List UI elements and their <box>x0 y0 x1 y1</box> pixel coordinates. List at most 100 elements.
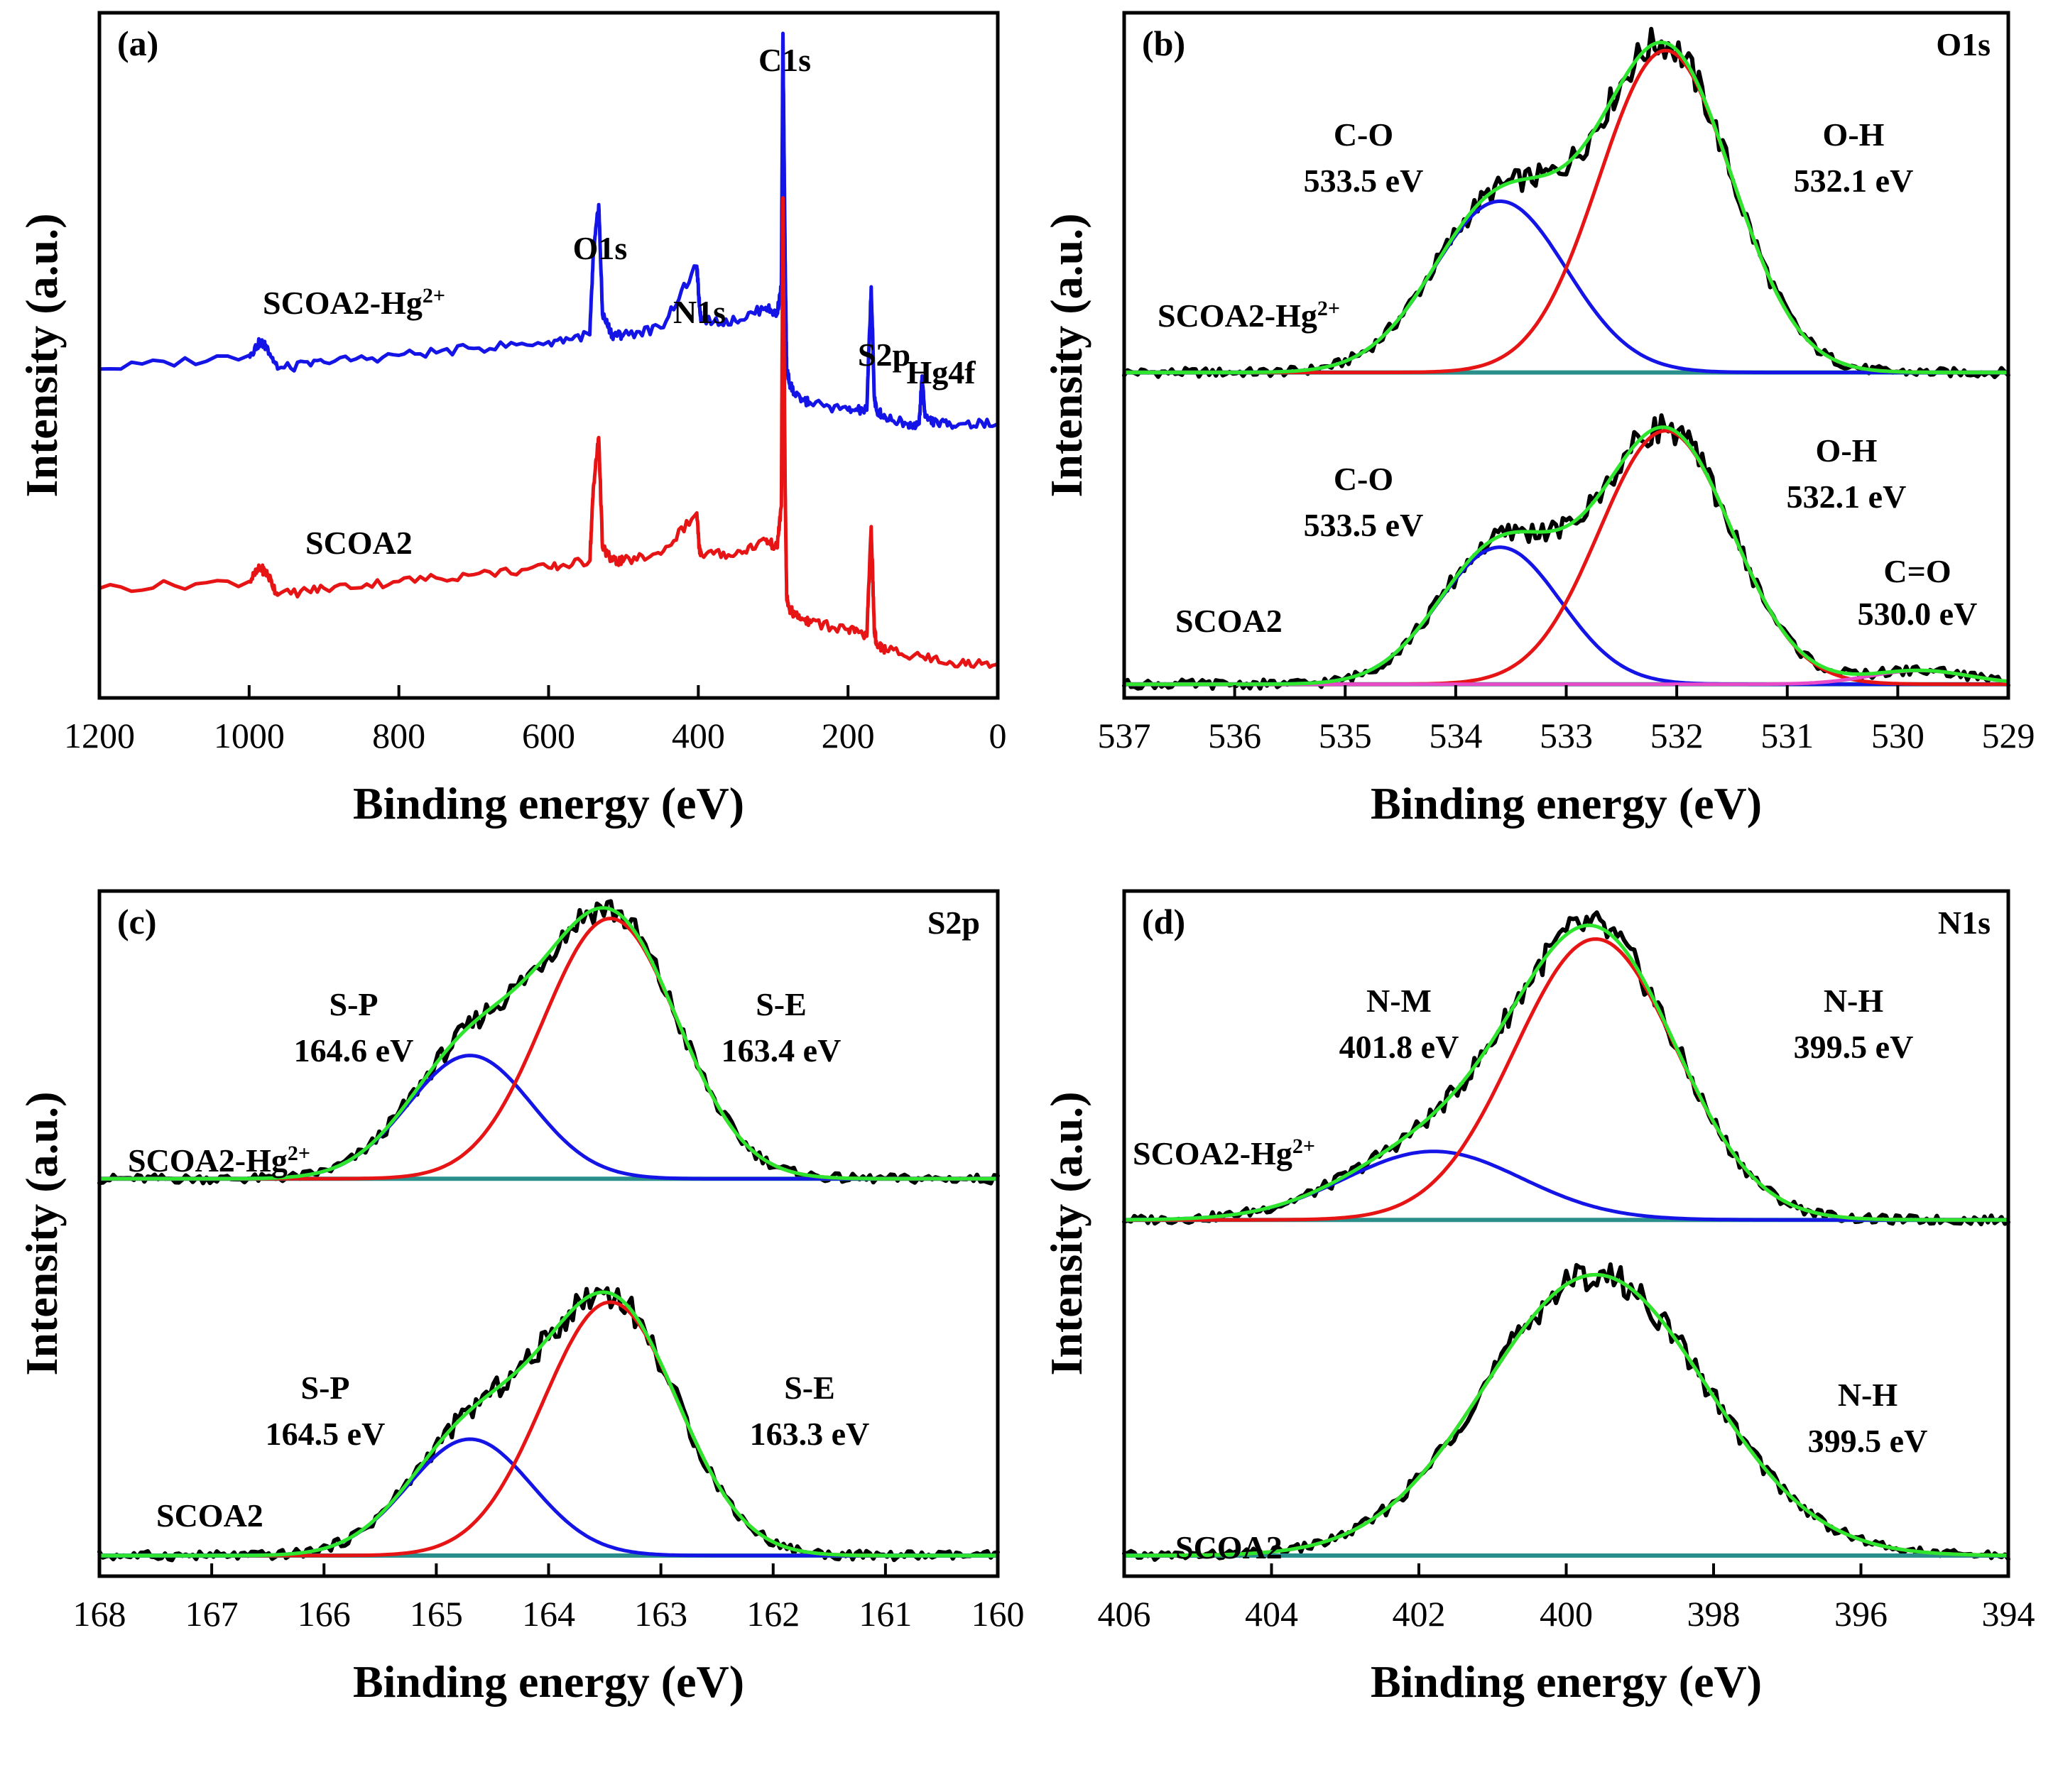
peak-annotation: N1s <box>673 294 726 330</box>
spectrum-sample-label: SCOA2 <box>1175 1529 1283 1566</box>
fit-envelope <box>1122 1272 2010 1558</box>
panel-c: SCOA2-Hg2+ S-P 164.6 eV S-E 163.4 eV SCOA2 S-P… <box>16 889 1025 1707</box>
x-tick-label: 530 <box>1871 716 1924 755</box>
fit-envelope <box>1122 923 2010 1222</box>
x-tick-label: 800 <box>372 716 425 755</box>
x-tick-label: 600 <box>522 716 575 755</box>
curve-label: SCOA2 <box>305 525 413 561</box>
peak-component-label: N-M <box>1366 983 1432 1019</box>
peak-component-label: S-P <box>301 1370 350 1406</box>
fit-peak-o-h <box>1122 429 2010 687</box>
y-axis-label: Intensity (a.u.) <box>1041 213 1091 497</box>
fit-envelope <box>1122 40 2010 375</box>
peak-component-label: C-O <box>1334 116 1393 153</box>
spectrum-sample-label-text: SCOA2 <box>156 1497 263 1534</box>
core-level-label: S2p <box>927 905 980 941</box>
x-tick-label: 398 <box>1687 1594 1741 1634</box>
x-tick-label: 162 <box>746 1594 800 1634</box>
x-tick-label: 163 <box>634 1594 687 1634</box>
y-axis-label: Intensity (a.u.) <box>1041 1091 1091 1375</box>
x-tick-label: 534 <box>1429 716 1482 755</box>
fit-envelope <box>1122 425 2010 687</box>
peak-component-label: N-H <box>1824 983 1884 1019</box>
peak-component-label: C-O <box>1334 461 1393 497</box>
spectrum-sample-label: SCOA2-Hg2+ <box>1158 297 1340 334</box>
x-tick-label: 400 <box>672 716 725 755</box>
peak-energy-label: 533.5 eV <box>1304 507 1424 543</box>
x-tick-label: 167 <box>185 1594 239 1634</box>
x-axis-label: Binding energy (eV) <box>1371 1656 1762 1707</box>
x-tick-label: 396 <box>1834 1594 1888 1634</box>
x-tick-label: 161 <box>859 1594 912 1634</box>
spectrum-sample-label-superscript: 2+ <box>288 1142 310 1165</box>
spectrum-sample-label-text: SCOA2-Hg <box>128 1142 288 1179</box>
peak-energy-label: 164.5 eV <box>266 1416 386 1452</box>
x-tick-label: 200 <box>822 716 875 755</box>
curve-label-text: SCOA2 <box>305 525 413 561</box>
x-axis-label: Binding energy (eV) <box>353 778 744 829</box>
panel-label: (b) <box>1142 23 1185 63</box>
survey-spectrum-scoa2 <box>97 196 1000 670</box>
x-tick-label: 406 <box>1098 1594 1151 1634</box>
x-tick-label: 0 <box>989 716 1007 755</box>
peak-energy-label: 533.5 eV <box>1304 163 1424 199</box>
peak-energy-label: 164.6 eV <box>294 1032 414 1069</box>
fit-envelope <box>97 906 1000 1181</box>
core-level-label: O1s <box>1936 26 1991 62</box>
curve-label-superscript: 2+ <box>423 284 445 307</box>
peak-component-label: O-H <box>1823 116 1885 153</box>
x-tick-label: 160 <box>971 1594 1025 1634</box>
spectrum-sample-label-text: SCOA2-Hg <box>1133 1135 1292 1171</box>
peak-energy-label: 399.5 eV <box>1794 1029 1914 1065</box>
peak-energy-label: 401.8 eV <box>1339 1029 1459 1065</box>
x-tick-label: 165 <box>410 1594 463 1634</box>
peak-component-label: N-H <box>1838 1377 1898 1413</box>
peak-energy-label: 163.4 eV <box>722 1032 842 1069</box>
spectrum-sample-label: SCOA2-Hg2+ <box>128 1142 310 1179</box>
fit-peak-c-o <box>1122 200 2010 375</box>
spectrum-sample-label: SCOA2 <box>1175 603 1283 639</box>
x-tick-label: 402 <box>1393 1594 1446 1634</box>
spectrum-sample-label: SCOA2 <box>156 1497 263 1534</box>
spectrum-sample-label: SCOA2-Hg2+ <box>1133 1135 1315 1172</box>
peak-component-label: C=O <box>1883 553 1951 589</box>
x-axis-label: Binding energy (eV) <box>353 1656 744 1707</box>
peak-component-label: O-H <box>1816 432 1878 469</box>
peak-annotation: S2p <box>858 337 910 373</box>
panel-label: (a) <box>117 23 158 63</box>
survey-spectrum-scoa2-hg <box>97 31 1000 430</box>
x-tick-label: 400 <box>1540 1594 1593 1634</box>
x-tick-label: 535 <box>1319 716 1372 755</box>
x-tick-label: 531 <box>1760 716 1814 755</box>
peak-annotation: O1s <box>573 230 628 266</box>
peak-energy-label: 163.3 eV <box>750 1416 870 1452</box>
x-tick-label: 168 <box>73 1594 126 1634</box>
y-axis-label: Intensity (a.u.) <box>16 213 67 497</box>
x-tick-label: 1200 <box>64 716 135 755</box>
peak-annotation: Hg4f <box>906 354 976 390</box>
y-axis-label: Intensity (a.u.) <box>16 1091 67 1375</box>
x-tick-label: 166 <box>298 1594 351 1634</box>
x-tick-label: 404 <box>1245 1594 1298 1634</box>
x-tick-label: 537 <box>1098 716 1151 755</box>
panel-d: SCOA2-Hg2+ N-M 401.8 eV N-H 399.5 eV SCOA2 N-H… <box>1041 889 2035 1707</box>
panel-label: (c) <box>117 902 157 941</box>
spectrum-sample-label-text: SCOA2 <box>1175 1529 1283 1566</box>
spectrum-sample-label-text: SCOA2-Hg <box>1158 297 1317 334</box>
x-tick-label: 533 <box>1540 716 1593 755</box>
curve-label-text: SCOA2-Hg <box>263 285 423 321</box>
peak-energy-label: 532.1 eV <box>1794 163 1914 199</box>
peak-annotation: C1s <box>758 42 811 78</box>
fit-envelope <box>97 1290 1000 1558</box>
fit-peak-n-h <box>1122 937 2010 1222</box>
x-tick-label: 532 <box>1650 716 1704 755</box>
x-tick-label: 536 <box>1208 716 1261 755</box>
peak-component-label: S-E <box>756 986 807 1022</box>
spectrum-sample-label-superscript: 2+ <box>1292 1135 1315 1158</box>
panel-b: SCOA2-Hg2+ C-O 533.5 eV O-H 532.1 eV SCOA2 C-O… <box>1041 11 2035 829</box>
spectrum-sample-label-text: SCOA2 <box>1175 603 1283 639</box>
plot-frame <box>97 889 1000 1578</box>
x-axis-label: Binding energy (eV) <box>1371 778 1762 829</box>
